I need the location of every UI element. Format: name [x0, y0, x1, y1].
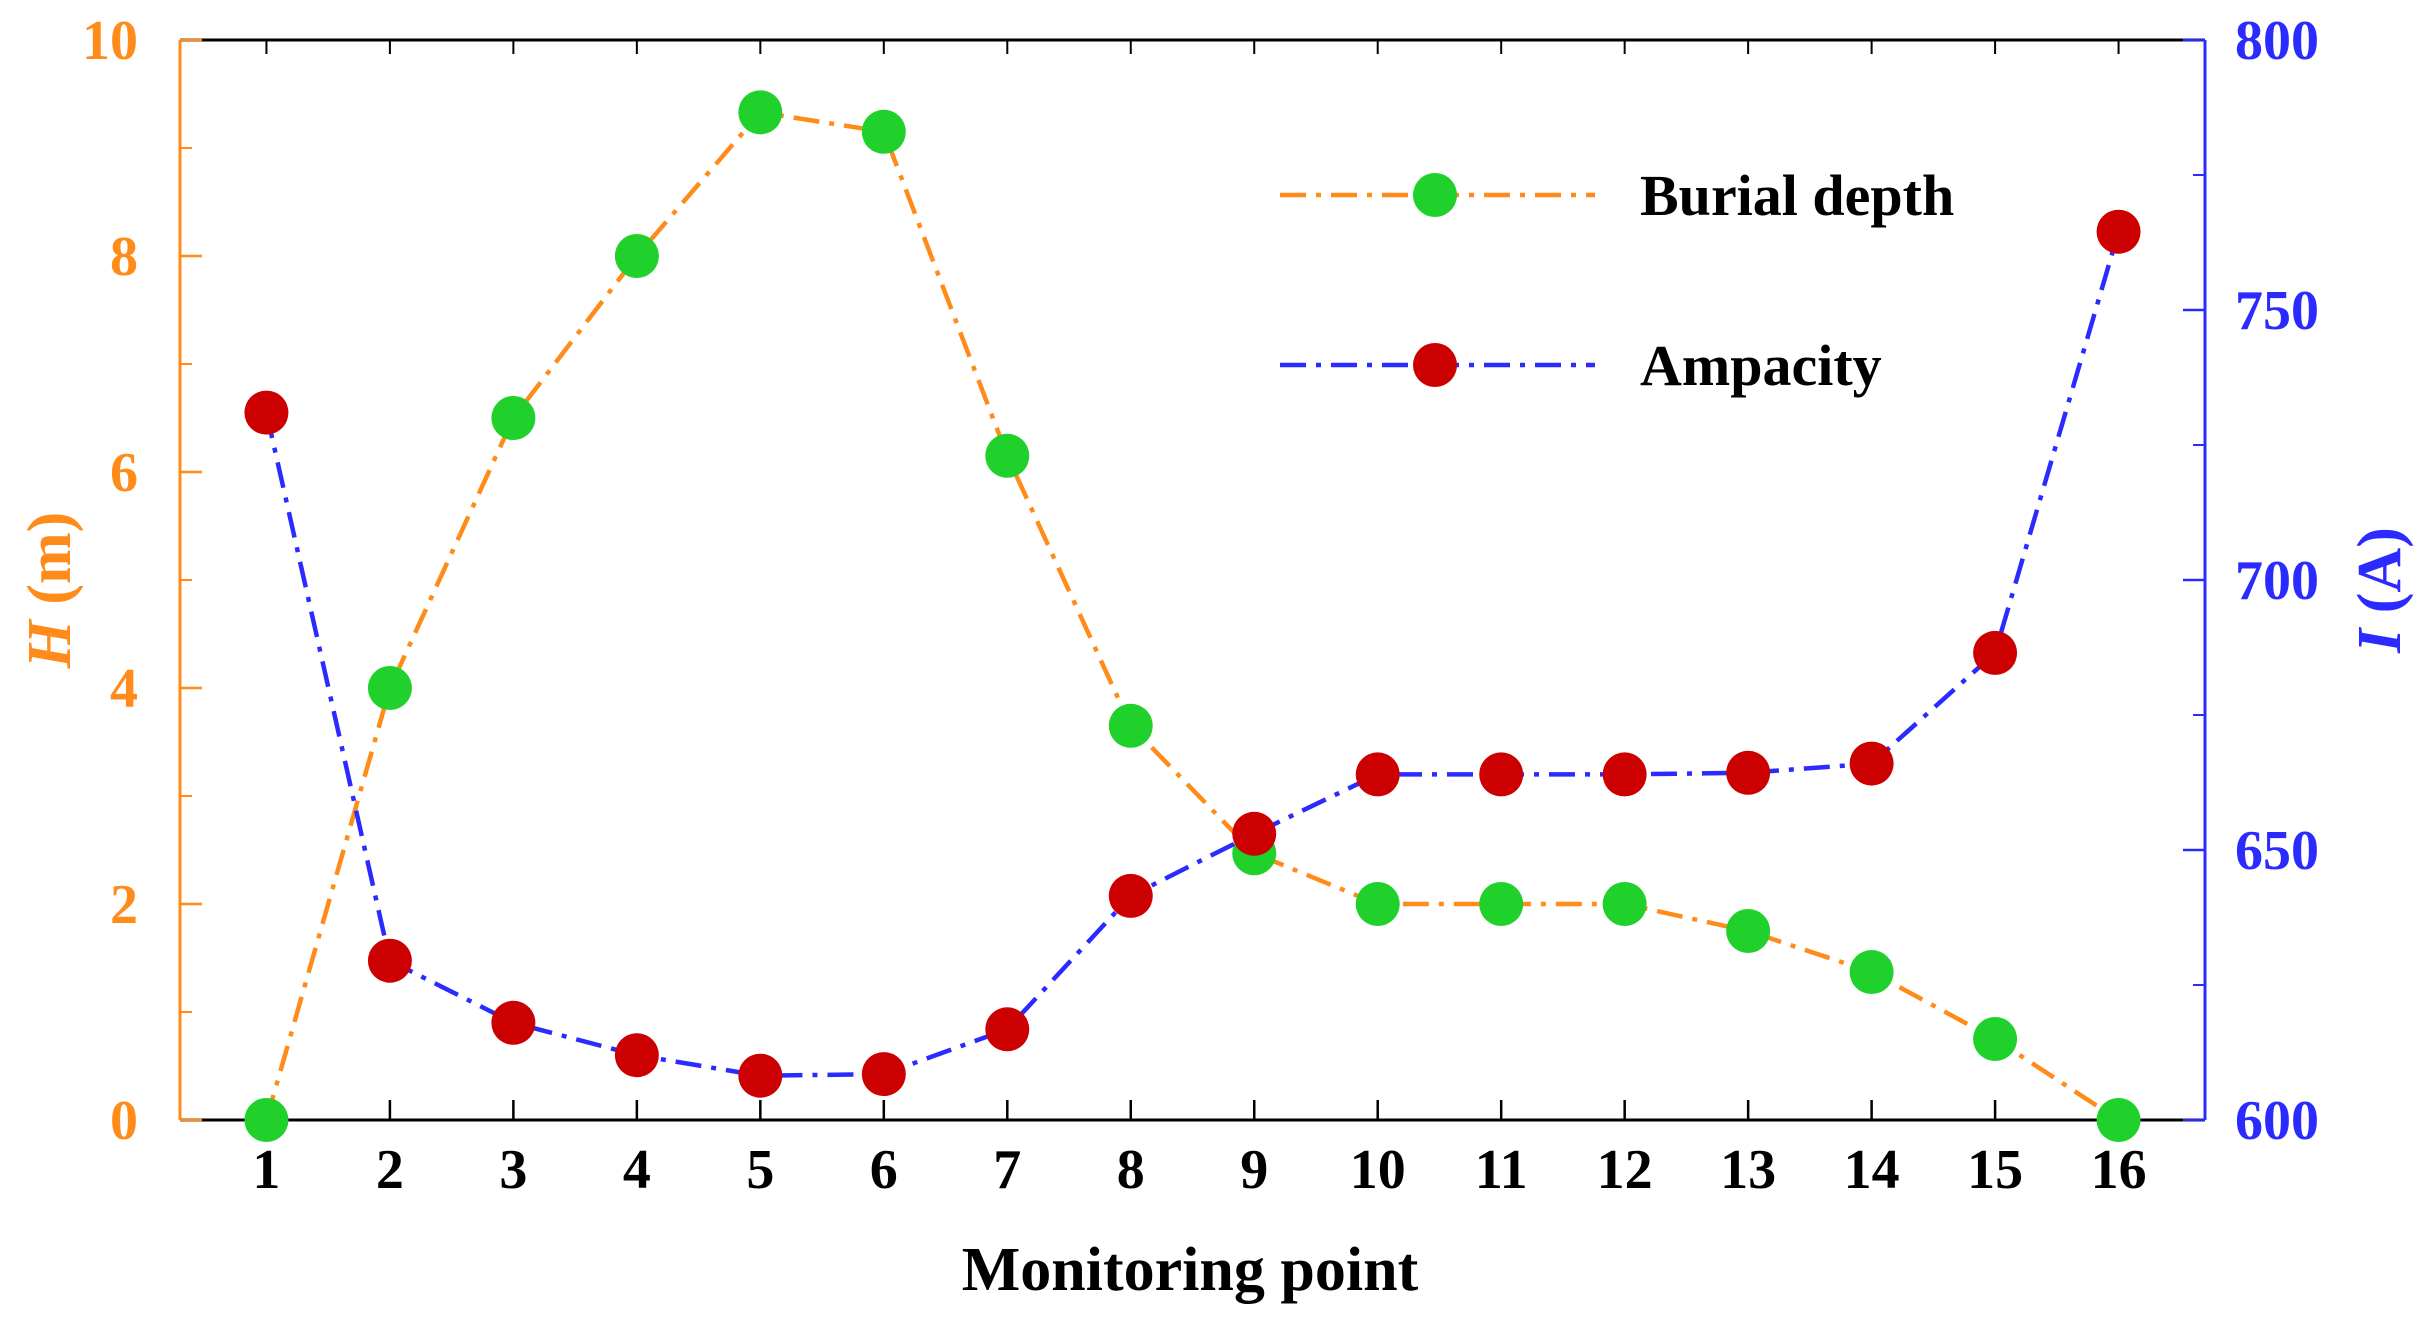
data-point: [367, 666, 412, 710]
legend-item: Burial depth: [1280, 163, 1954, 228]
data-point: [614, 1033, 659, 1078]
data-point: [244, 1098, 289, 1142]
data-point: [614, 234, 659, 278]
x-tick-label: 11: [1475, 1139, 1528, 1201]
legend-label: Ampacity: [1640, 333, 1882, 398]
x-tick-label: 7: [993, 1139, 1021, 1201]
x-tick-label: 3: [499, 1139, 527, 1201]
x-tick-label: 2: [376, 1139, 404, 1201]
legend-marker: [1413, 343, 1457, 387]
data-point: [985, 1007, 1030, 1052]
data-point: [1602, 882, 1647, 926]
x-tick-label: 14: [1844, 1139, 1900, 1201]
series-line: [264, 231, 2121, 1078]
data-point: [1726, 750, 1771, 795]
y-axis-left-unit: (m): [16, 512, 84, 620]
x-tick-label: 10: [1350, 1139, 1406, 1201]
legend-marker: [1413, 173, 1457, 217]
data-point: [985, 433, 1030, 478]
x-tick-label: 9: [1240, 1139, 1268, 1201]
y-left-tick-label: 10: [82, 10, 138, 72]
y-left-tick-label: 4: [110, 658, 138, 720]
data-point: [1108, 703, 1153, 748]
x-tick-label: 12: [1597, 1139, 1653, 1201]
legend: Burial depth Ampacity: [1280, 163, 1954, 398]
y-left-tick-label: 8: [110, 226, 138, 288]
y-right-tick-label: 800: [2235, 10, 2319, 72]
series-layer: [244, 90, 2141, 1142]
data-point: [1355, 882, 1400, 926]
data-point: [244, 390, 289, 435]
x-tick-label: 8: [1117, 1139, 1145, 1201]
y-left-tick-label: 0: [110, 1090, 138, 1152]
data-point: [1726, 909, 1771, 953]
data-point: [1973, 630, 2018, 675]
x-tick-label: 16: [2091, 1139, 2147, 1201]
data-point: [2096, 209, 2141, 254]
x-tick-label: 13: [1720, 1139, 1776, 1201]
data-point: [1849, 950, 1894, 995]
y-left-tick-label: 6: [110, 442, 138, 504]
data-point: [1479, 752, 1524, 797]
data-point: [1602, 752, 1647, 797]
data-point: [1232, 811, 1277, 856]
series-line: [264, 110, 2120, 1122]
data-point: [1108, 873, 1153, 918]
y-axis-right-title: I (A): [2346, 527, 2414, 654]
y-right-tick-label: 700: [2235, 550, 2319, 612]
data-point: [1849, 741, 1894, 786]
legend-item: Ampacity: [1280, 333, 1882, 398]
data-point: [1973, 1017, 2018, 1061]
y-axis-left-title: H (m): [16, 512, 84, 670]
data-point: [367, 938, 412, 983]
y-axis-right-unit: (A): [2346, 527, 2414, 629]
data-point: [491, 396, 536, 440]
x-tick-label: 15: [1967, 1139, 2023, 1201]
y-right-tick-label: 750: [2235, 280, 2319, 342]
data-point: [861, 1052, 906, 1097]
data-point: [491, 1000, 536, 1045]
x-tick-label: 6: [870, 1139, 898, 1201]
data-point: [861, 109, 906, 154]
series-2: [244, 209, 2141, 1098]
x-tick-label: 5: [746, 1139, 774, 1201]
data-point: [1355, 752, 1400, 797]
data-point: [738, 90, 783, 135]
x-tick-label: 1: [252, 1139, 280, 1201]
legend-label: Burial depth: [1640, 163, 1954, 228]
x-tick-label: 4: [623, 1139, 651, 1201]
y-axis-left-symbol: H: [16, 618, 84, 669]
data-point: [2096, 1098, 2141, 1142]
y-right-tick-label: 600: [2235, 1090, 2319, 1152]
y-left-tick-label: 2: [110, 874, 138, 936]
data-point: [738, 1053, 783, 1098]
data-point: [1479, 882, 1524, 926]
y-axis-right-symbol: I: [2346, 627, 2414, 654]
x-axis-title: Monitoring point: [962, 1236, 1419, 1304]
y-right-tick-label: 650: [2235, 820, 2319, 882]
ticks-layer: 1 2 3 4 5 6 7 8 9 10 11 12 13 14 15 1602468106006507007…: [82, 10, 2319, 1201]
series-1: [244, 90, 2141, 1142]
